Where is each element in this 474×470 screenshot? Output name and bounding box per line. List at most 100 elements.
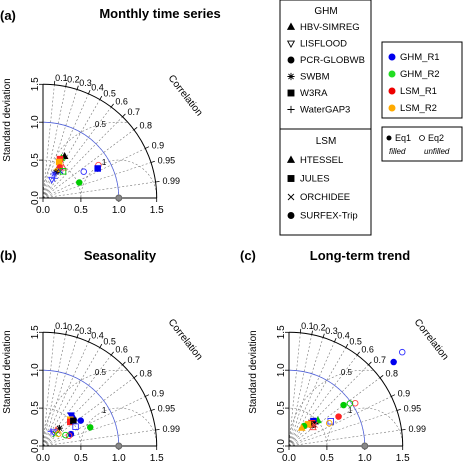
legend-lsm-label: SURFEX-Trip	[300, 211, 358, 222]
legend-lsm-label: HTESSEL	[300, 155, 343, 166]
data-point	[47, 176, 56, 184]
correlation-line	[42, 347, 101, 447]
rms-arc	[42, 121, 127, 198]
correlation-line	[288, 341, 335, 447]
correlation-tick	[99, 343, 103, 348]
legend-lsm-label: ORCHIDEE	[300, 192, 350, 203]
correlation-tick-label: 0.3	[325, 326, 338, 336]
correlation-tick-label: 0.2	[313, 323, 326, 333]
correlation-tick	[65, 82, 67, 87]
correlation-tick	[122, 113, 126, 118]
data-point	[398, 348, 406, 356]
correlation-line	[42, 148, 146, 199]
legend-group-label: LSM_R2	[400, 103, 437, 114]
correlation-line	[42, 332, 55, 447]
panel-a-grid: 0.1 0.2 0.3 0.40.50.60.70.80.90.950.9910.50…	[30, 73, 180, 216]
panel-b-correlation-label: Correlation	[166, 317, 205, 362]
data-point	[309, 423, 317, 431]
x-tick-label: 0.5	[74, 453, 88, 464]
correlation-tick-label: 0.2	[67, 75, 80, 85]
y-tick-label: 1.5	[30, 325, 41, 339]
legend-group-label: LSM_R1	[400, 86, 437, 97]
data-point	[346, 400, 354, 407]
correlation-tick	[391, 394, 396, 397]
data-point	[50, 170, 58, 178]
legend-ghm-label: WaterGAP3	[300, 105, 350, 116]
legend-group-marker	[388, 53, 396, 61]
eq2-label: Eq2	[428, 133, 444, 143]
eq1-marker	[386, 135, 392, 141]
data-point	[55, 430, 62, 437]
reference-sd-arc	[288, 369, 366, 447]
legend-groups: GHM_R1 GHM_R2 LSM_R1 LSM_R2	[381, 41, 463, 119]
correlation-line	[42, 410, 152, 447]
correlation-tick-label: 0.99	[162, 424, 180, 434]
correlation-line	[42, 99, 101, 199]
correlation-line	[288, 337, 324, 447]
correlation-tick	[76, 333, 79, 338]
panel-b-grid: 0.1 0.2 0.3 0.40.50.60.70.80.90.950.9910.50…	[30, 321, 180, 464]
correlation-line	[288, 364, 369, 447]
correlation-tick-label: 0.99	[408, 424, 426, 434]
rms-label: 1	[348, 406, 353, 415]
outer-arc	[288, 331, 404, 447]
legend-ghm-label: LISFLOOD	[300, 39, 347, 50]
panel-a: (a) Monthly time series Standard deviati…	[0, 6, 221, 216]
correlation-tick-label: 0.8	[140, 121, 153, 131]
correlation-line	[288, 396, 392, 447]
panel-a-points	[47, 151, 102, 186]
legend-ghm-label: W3RA	[300, 88, 328, 99]
data-point	[86, 424, 94, 431]
data-point	[77, 417, 84, 424]
y-tick-label: 0.5	[30, 401, 41, 415]
y-tick-label: 1.0	[30, 363, 41, 377]
correlation-line	[42, 116, 123, 199]
correlation-tick-label: 0.95	[404, 403, 422, 413]
y-tick-label: 0.0	[276, 439, 287, 453]
legend-models-frame	[279, 0, 372, 236]
correlation-tick-label: 0.1	[55, 321, 68, 331]
x-tick-label: 0.0	[282, 453, 296, 464]
x-tick-label: 1.0	[112, 453, 126, 464]
correlation-tick-label: 0.99	[162, 176, 180, 186]
reference-point	[115, 194, 123, 202]
legend-group-marker	[388, 87, 396, 95]
correlation-line	[42, 396, 146, 447]
correlation-tick	[88, 89, 91, 94]
panel-b: (b) Seasonality Standard deviation Corre…	[0, 248, 204, 464]
correlation-line	[288, 429, 402, 447]
x-tick-label: 1.5	[396, 453, 410, 464]
y-tick-label: 1.0	[276, 363, 287, 377]
data-point	[325, 419, 333, 427]
correlation-line	[288, 354, 358, 447]
correlation-tick	[145, 146, 150, 149]
correlation-tick	[88, 337, 91, 342]
x-tick-label: 1.5	[150, 205, 164, 216]
correlation-tick-label: 0.95	[158, 155, 176, 165]
correlation-tick	[150, 408, 155, 411]
correlation-line	[42, 129, 135, 199]
correlation-tick-label: 0.1	[55, 73, 68, 83]
correlation-tick	[311, 330, 313, 335]
correlation-line	[288, 334, 313, 447]
correlation-tick-label: 0.5	[103, 336, 116, 346]
correlation-tick	[65, 330, 67, 335]
legend-lsm-items: HTESSEL JULES ORCHIDEE SURFEX-Trip	[286, 155, 358, 222]
data-point	[390, 358, 397, 366]
correlation-tick-label: 0.5	[103, 88, 116, 98]
panel-a-correlation-label: Correlation	[166, 73, 205, 118]
correlation-tick-label: 0.9	[152, 388, 165, 398]
legend-group-marker	[388, 70, 396, 78]
correlation-tick-label: 0.7	[127, 107, 140, 117]
correlation-tick	[322, 333, 325, 338]
correlation-tick	[396, 408, 401, 411]
correlation-tick	[155, 429, 160, 431]
x-tick-label: 0.5	[320, 453, 334, 464]
panel-c-correlation-label: Correlation	[412, 317, 451, 362]
outer-arc	[42, 331, 158, 447]
legend-ghm-marker	[287, 72, 295, 81]
sd-arc	[42, 159, 82, 199]
correlation-tick-label: 0.3	[79, 78, 92, 88]
correlation-line	[42, 337, 78, 447]
correlation-tick-label: 0.7	[127, 355, 140, 365]
